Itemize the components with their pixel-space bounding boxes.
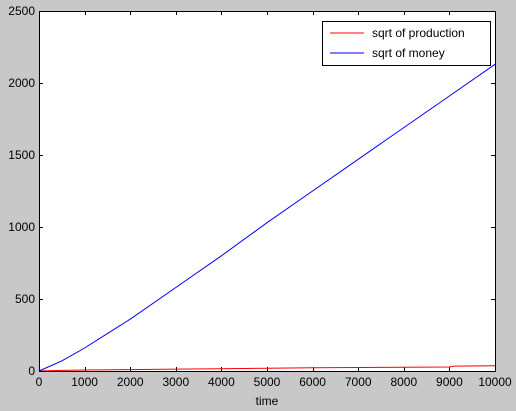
x-tick-label: 6000	[299, 375, 326, 389]
legend-box	[322, 21, 491, 66]
x-tick-label: 9000	[436, 375, 463, 389]
x-tick-label: 3000	[162, 375, 189, 389]
x-tick-label: 10000	[478, 375, 512, 389]
y-tick-label: 1500	[8, 148, 35, 162]
y-tick-label: 2000	[8, 76, 35, 90]
x-tick-label: 1000	[71, 375, 98, 389]
x-axis-label: time	[256, 394, 279, 408]
legend-label: sqrt of production	[372, 26, 465, 40]
x-tick-label: 0	[36, 375, 43, 389]
series-line-sqrt-of-production	[38, 365, 496, 372]
x-tick-label: 8000	[390, 375, 417, 389]
series-lines	[38, 63, 496, 372]
y-tick-label: 500	[15, 292, 35, 306]
axes-area	[39, 11, 495, 371]
axis-tick-labels: 0 1000 2000 3000 4000 5000 6000 7000 8000 9000 100…	[8, 4, 512, 389]
y-tick-label: 1000	[8, 220, 35, 234]
x-tick-label: 7000	[345, 375, 372, 389]
y-tick-label: 0	[28, 364, 35, 378]
axes-frame	[39, 11, 496, 372]
y-tick-label: 2500	[8, 4, 35, 18]
x-tick-label: 5000	[254, 375, 281, 389]
series-line-sqrt-of-money	[38, 63, 496, 372]
legend-label: sqrt of money	[372, 46, 445, 60]
legend: sqrt of production sqrt of money	[322, 21, 491, 66]
x-tick-label: 2000	[117, 375, 144, 389]
x-tick-label: 4000	[208, 375, 235, 389]
